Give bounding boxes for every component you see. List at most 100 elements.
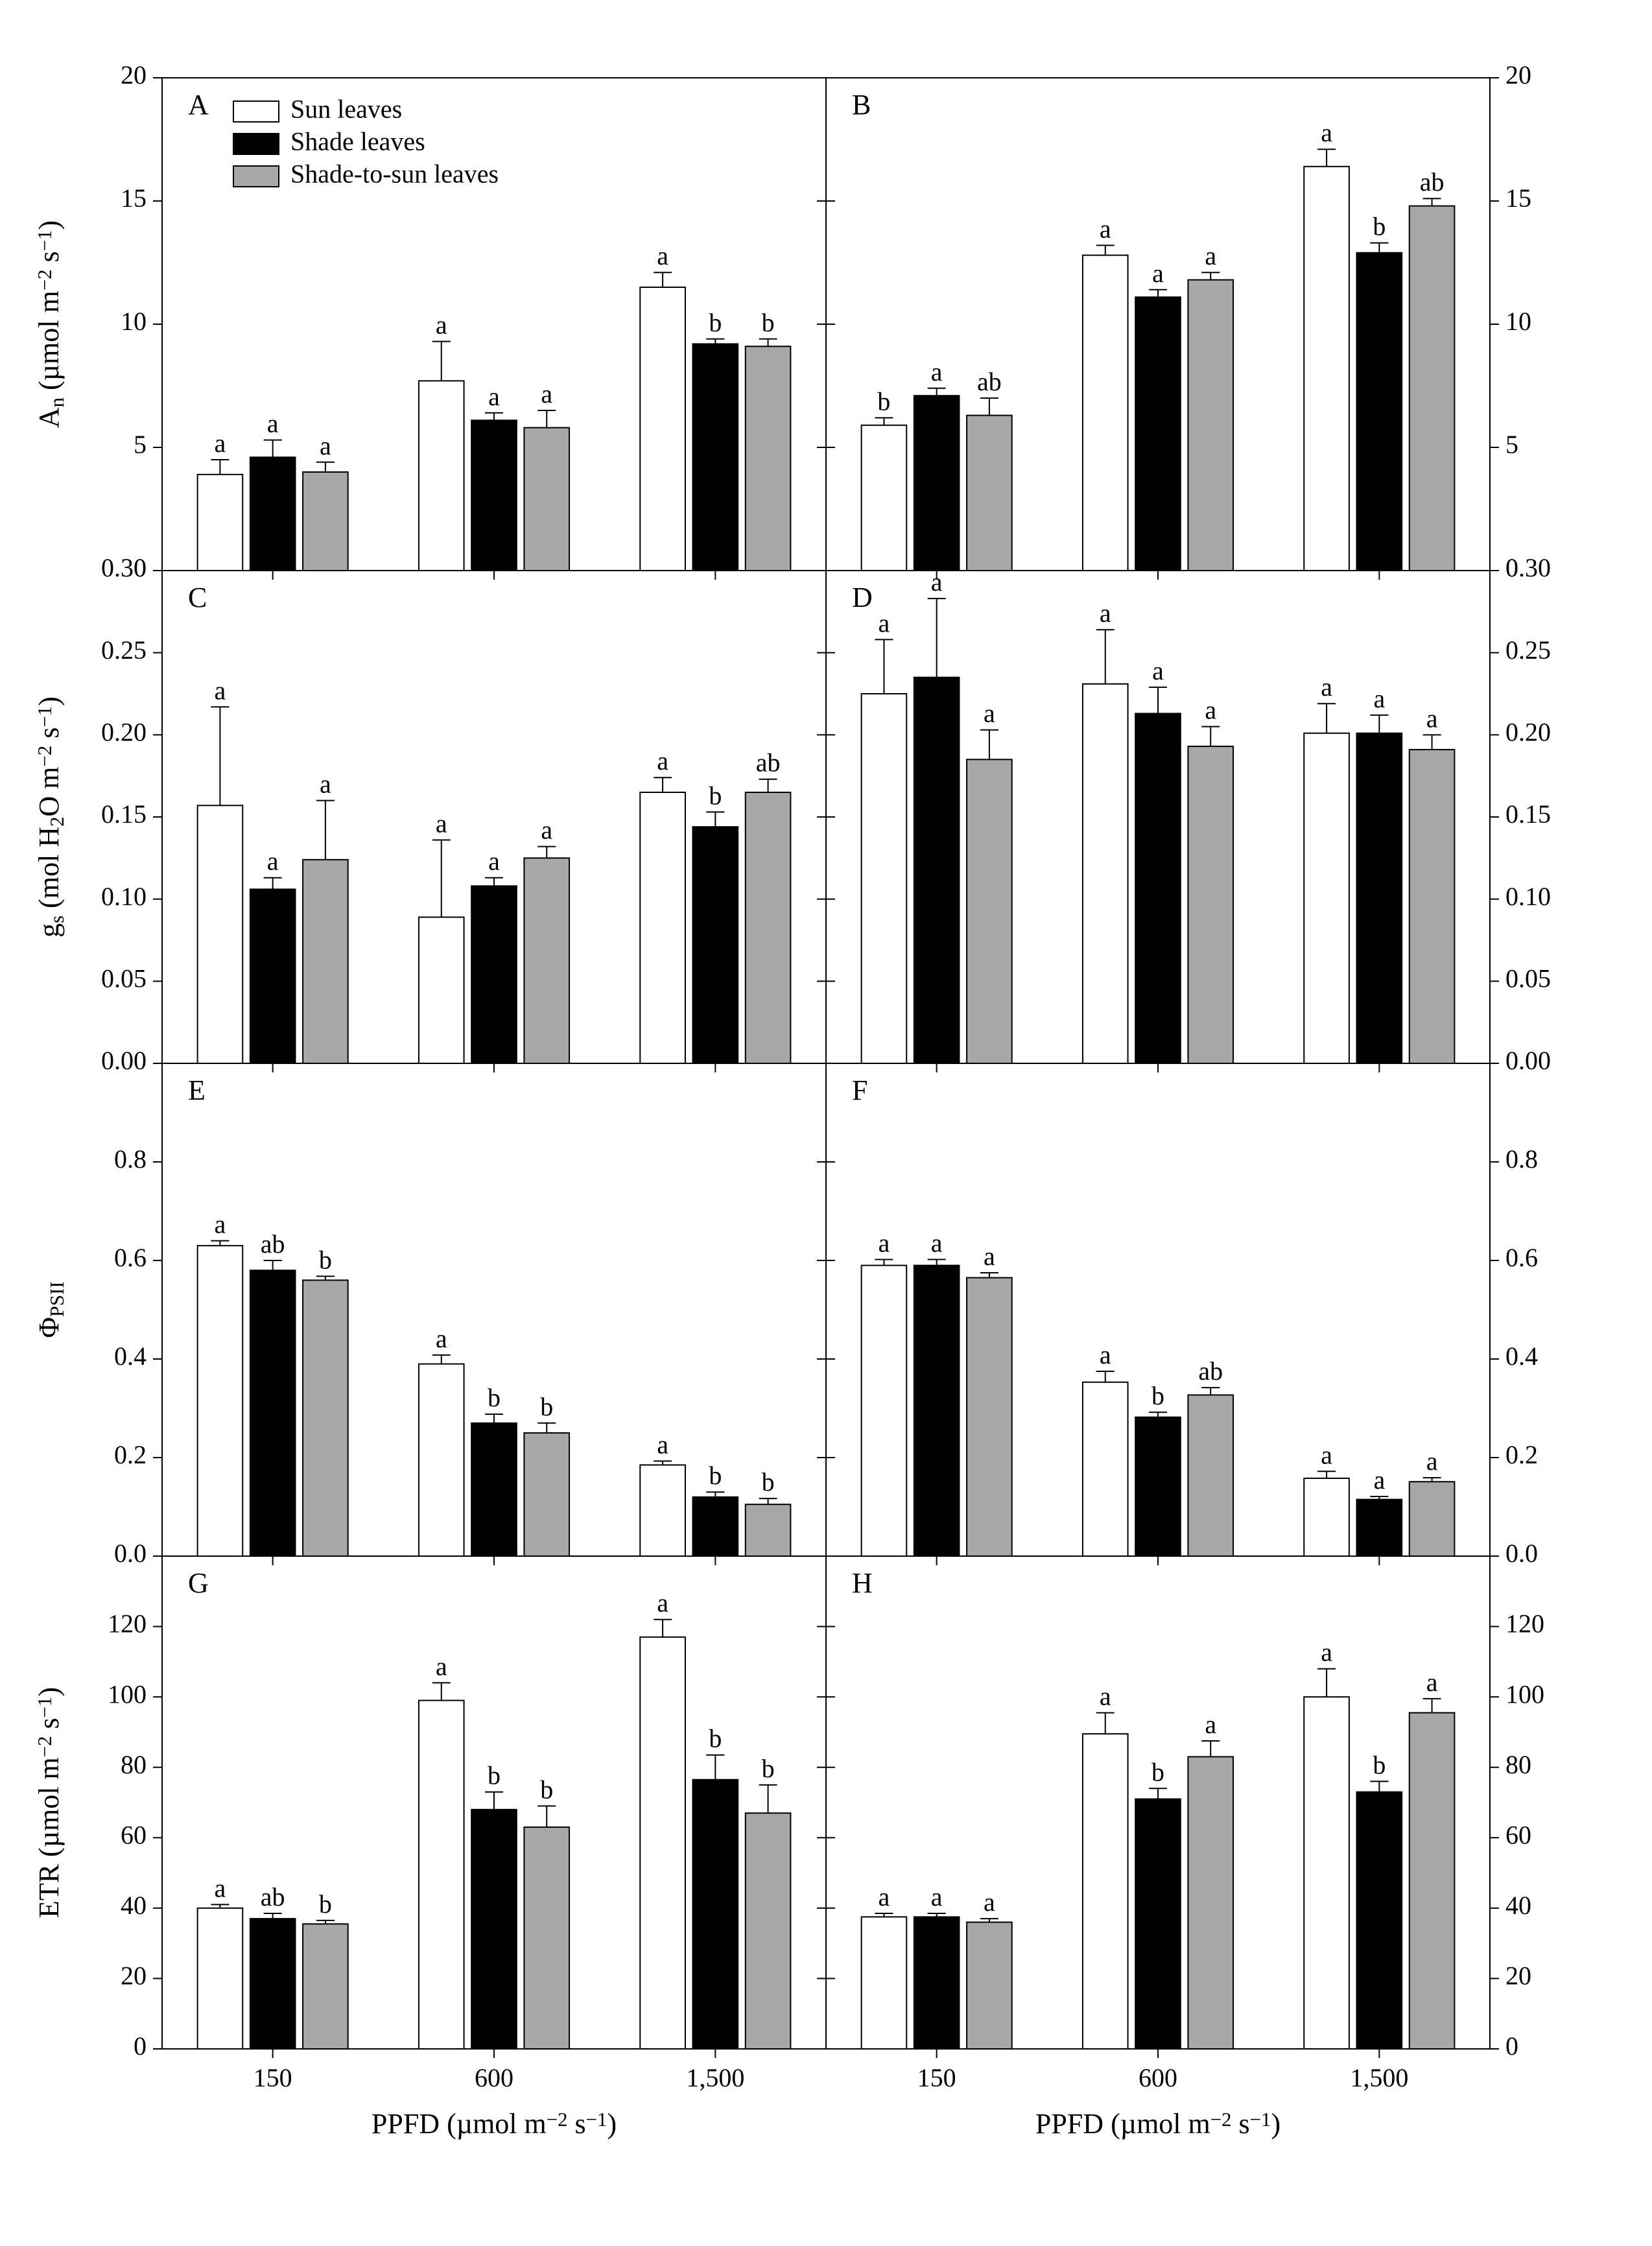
y-tick-label: 0.15 <box>1505 799 1551 829</box>
bar-shade_to_sun <box>1410 750 1455 1063</box>
bar-sun <box>198 475 243 571</box>
legend-label-shade: Shade leaves <box>290 127 425 156</box>
legend-swatch-shade <box>233 134 279 154</box>
sig-label: b <box>319 1889 332 1919</box>
bar-sun <box>419 1364 464 1556</box>
bar-sun <box>640 1465 685 1556</box>
panel-B: 05101520baabaaaababB <box>826 60 1531 582</box>
bar-shade_to_sun <box>1188 1756 1233 2049</box>
y-tick-label: 0.6 <box>1505 1243 1538 1272</box>
sig-label: b <box>709 308 722 337</box>
y-axis-title: ETR (µmol m−2 s−1) <box>33 1687 65 1918</box>
panel-letter: B <box>852 89 871 121</box>
sig-label: a <box>1373 1465 1385 1495</box>
y-tick-label: 0.05 <box>1505 964 1551 993</box>
x-tick-label: 150 <box>917 2063 956 2092</box>
sig-label: a <box>215 1873 226 1902</box>
sig-label: a <box>320 431 331 460</box>
sig-label: a <box>436 809 447 838</box>
x-tick-label: 1,500 <box>1350 2063 1408 2092</box>
sig-label: ab <box>1420 167 1445 196</box>
x-tick-label: 600 <box>475 2063 513 2092</box>
y-tick-label: 0.00 <box>1505 1046 1551 1075</box>
bar-shade_to_sun <box>746 1813 791 2049</box>
sig-label: b <box>319 1245 332 1274</box>
sig-label: a <box>1205 1710 1216 1739</box>
x-tick-label: 150 <box>254 2063 292 2092</box>
sig-label: b <box>1373 212 1386 241</box>
sig-label: a <box>657 1589 668 1618</box>
legend-swatch-shade_to_sun <box>233 166 279 187</box>
y-tick-label: 5 <box>1505 430 1518 459</box>
sig-label: a <box>657 241 668 270</box>
bar-sun <box>1304 1478 1349 1556</box>
y-tick-label: 0.4 <box>1505 1342 1538 1371</box>
panel-A: 05101520aaaaaaabbASun leavesShade leaves… <box>121 60 826 582</box>
sig-label: a <box>1426 1447 1438 1476</box>
y-tick-label: 60 <box>121 1820 147 1849</box>
bar-sun <box>198 805 243 1063</box>
bar-sun <box>1083 1734 1128 2049</box>
y-tick-label: 80 <box>1505 1750 1531 1779</box>
panel-F: 0.00.20.40.60.8aaaababaaaF <box>826 1063 1538 1568</box>
y-tick-label: 120 <box>1505 1609 1544 1638</box>
bar-sun <box>862 1917 907 2049</box>
sig-label: a <box>1321 1440 1332 1469</box>
panel-D: 0.000.050.100.150.200.250.30aaaaaaaaaD <box>826 553 1551 1075</box>
sig-label: b <box>488 1383 501 1412</box>
y-axis-title: An (µmol m−2 s−1) <box>33 220 68 428</box>
sig-label: a <box>879 1882 890 1911</box>
y-tick-label: 0.00 <box>101 1046 147 1075</box>
y-tick-label: 100 <box>1505 1679 1544 1708</box>
bar-sun <box>862 694 907 1063</box>
panel-letter: G <box>188 1567 209 1599</box>
sig-label: a <box>984 699 995 728</box>
bar-shade_to_sun <box>967 1922 1012 2049</box>
bar-shade_to_sun <box>746 346 791 571</box>
y-tick-label: 10 <box>121 307 147 336</box>
y-tick-label: 5 <box>134 430 147 459</box>
bar-sun <box>419 1701 464 2049</box>
sig-label: a <box>488 847 500 876</box>
sig-label: a <box>436 1651 447 1681</box>
bar-sun <box>1083 1382 1128 1556</box>
y-tick-label: 0.6 <box>114 1243 147 1272</box>
sig-label: a <box>541 379 552 408</box>
bar-shade_to_sun <box>524 1827 569 2049</box>
sig-label: b <box>762 1467 775 1496</box>
bar-sun <box>1304 167 1349 571</box>
bar-shade <box>471 886 517 1063</box>
sig-label: b <box>709 1461 722 1490</box>
sig-label: a <box>931 1882 943 1911</box>
bar-shade_to_sun <box>303 1924 348 2049</box>
bar-sun <box>1304 1697 1349 2049</box>
y-tick-label: 0.10 <box>101 882 147 911</box>
y-tick-label: 15 <box>1505 183 1531 213</box>
y-tick-label: 20 <box>1505 60 1531 89</box>
legend-label-shade_to_sun: Shade-to-sun leaves <box>290 160 499 189</box>
figure-svg: 05101520aaaaaaabbASun leavesShade leaves… <box>0 0 1652 2246</box>
sig-label: ab <box>756 748 781 777</box>
bar-shade_to_sun <box>303 860 348 1063</box>
legend: Sun leavesShade leavesShade-to-sun leave… <box>233 95 499 189</box>
sig-label: a <box>984 1242 995 1271</box>
sig-label: a <box>1100 1682 1111 1711</box>
bar-shade <box>1135 713 1181 1063</box>
bar-sun <box>419 381 464 571</box>
sig-label: a <box>267 847 279 876</box>
sig-label: b <box>540 1392 553 1421</box>
y-tick-label: 40 <box>121 1891 147 1920</box>
y-tick-label: 0.2 <box>114 1440 147 1469</box>
sig-label: b <box>762 1754 775 1783</box>
bar-shade_to_sun <box>746 792 791 1063</box>
bar-shade_to_sun <box>524 428 569 571</box>
bar-shade <box>1135 1799 1181 2049</box>
sig-label: a <box>879 608 890 637</box>
bar-shade_to_sun <box>1410 1482 1455 1556</box>
sig-label: a <box>931 567 943 597</box>
sig-label: a <box>931 357 943 386</box>
sig-label: a <box>984 1887 995 1917</box>
y-tick-label: 40 <box>1505 1891 1531 1920</box>
y-tick-label: 0.30 <box>1505 553 1551 582</box>
y-tick-label: 60 <box>1505 1820 1531 1849</box>
